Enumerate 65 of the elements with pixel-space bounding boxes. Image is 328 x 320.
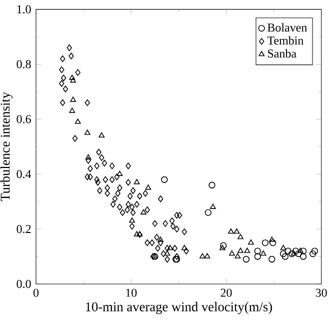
point <box>234 253 241 258</box>
point <box>268 256 276 263</box>
point <box>70 77 76 83</box>
legend-label: Tembin <box>267 36 304 45</box>
point <box>295 250 302 258</box>
point <box>220 242 227 249</box>
point <box>238 248 244 253</box>
point <box>269 239 276 246</box>
point <box>69 74 76 80</box>
point <box>254 253 261 260</box>
point <box>134 179 140 184</box>
point <box>137 231 142 238</box>
point <box>228 228 234 234</box>
point <box>116 170 123 176</box>
point <box>280 244 286 250</box>
point <box>282 253 289 260</box>
y-tick-label: 0.2 <box>16 224 31 234</box>
y-tick-label: 0.0 <box>16 280 31 288</box>
point <box>84 130 90 135</box>
point <box>145 184 152 190</box>
point <box>181 244 188 250</box>
point <box>69 108 76 113</box>
point <box>300 248 307 254</box>
x-tick-label: 10 <box>126 288 137 297</box>
x-tick-label: 0 <box>33 288 39 297</box>
point <box>204 209 212 216</box>
point <box>140 209 146 214</box>
x-tick-label: 30 <box>316 288 327 297</box>
point <box>134 231 140 236</box>
point <box>85 154 92 160</box>
point <box>70 96 76 102</box>
point <box>242 256 250 263</box>
point <box>244 248 250 253</box>
point <box>98 132 105 138</box>
point <box>228 250 235 256</box>
point <box>129 217 136 223</box>
point <box>311 248 318 254</box>
y-axis-title: Turbulence intensity <box>0 92 12 202</box>
point <box>208 182 216 188</box>
point <box>248 239 254 245</box>
point <box>161 176 168 183</box>
point <box>280 250 287 258</box>
point <box>204 253 210 258</box>
point <box>234 228 240 234</box>
point <box>200 253 206 258</box>
point <box>238 234 244 240</box>
point <box>210 204 216 209</box>
y-tick-label: 0.8 <box>16 60 31 68</box>
y-tick-label: 0.6 <box>16 115 31 124</box>
x-tick-label: 20 <box>220 288 232 297</box>
y-tick-label: 1.0 <box>17 5 31 14</box>
point <box>297 248 304 253</box>
point <box>262 239 269 246</box>
x-axis-title: 10-min average wind velocity(m/s) <box>86 302 272 314</box>
point <box>268 236 275 242</box>
point <box>288 250 296 258</box>
point <box>74 118 81 124</box>
y-tick-label: 0.4 <box>16 170 32 178</box>
legend-label: Sanba <box>268 49 296 58</box>
point <box>300 253 307 260</box>
point <box>167 244 174 250</box>
point <box>219 244 226 250</box>
legend-label: Bolaven <box>268 23 307 32</box>
point <box>164 250 170 256</box>
point <box>309 250 316 258</box>
